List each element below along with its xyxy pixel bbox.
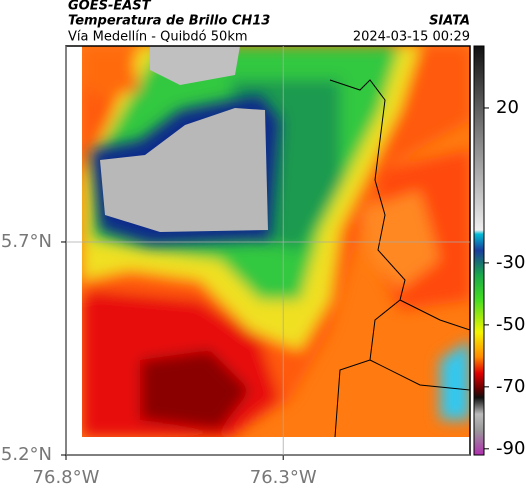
y-tick-label: 5.2°N [1, 444, 52, 465]
colorbar-label: -50 [496, 314, 525, 335]
satellite-image [82, 46, 470, 437]
colorbar-label: -30 [496, 252, 525, 273]
title: Temperatura de Brillo CH13 [68, 14, 270, 29]
source: GOES-EAST [68, 0, 152, 14]
x-tick-label: 76.3°W [250, 467, 317, 488]
colorbar-label: -70 [496, 376, 525, 397]
y-tick-label: 5.7°N [1, 231, 52, 252]
colorbar-label: 20 [496, 97, 519, 118]
agency: SIATA [429, 14, 470, 29]
subtitle: Vía Medellín - Quibdó 50km [68, 30, 248, 45]
x-tick-label: 76.8°W [33, 467, 100, 488]
colorbar [473, 45, 485, 456]
colorbar-label: -90 [496, 438, 525, 459]
timestamp: 2024-03-15 00:29 [353, 30, 470, 45]
